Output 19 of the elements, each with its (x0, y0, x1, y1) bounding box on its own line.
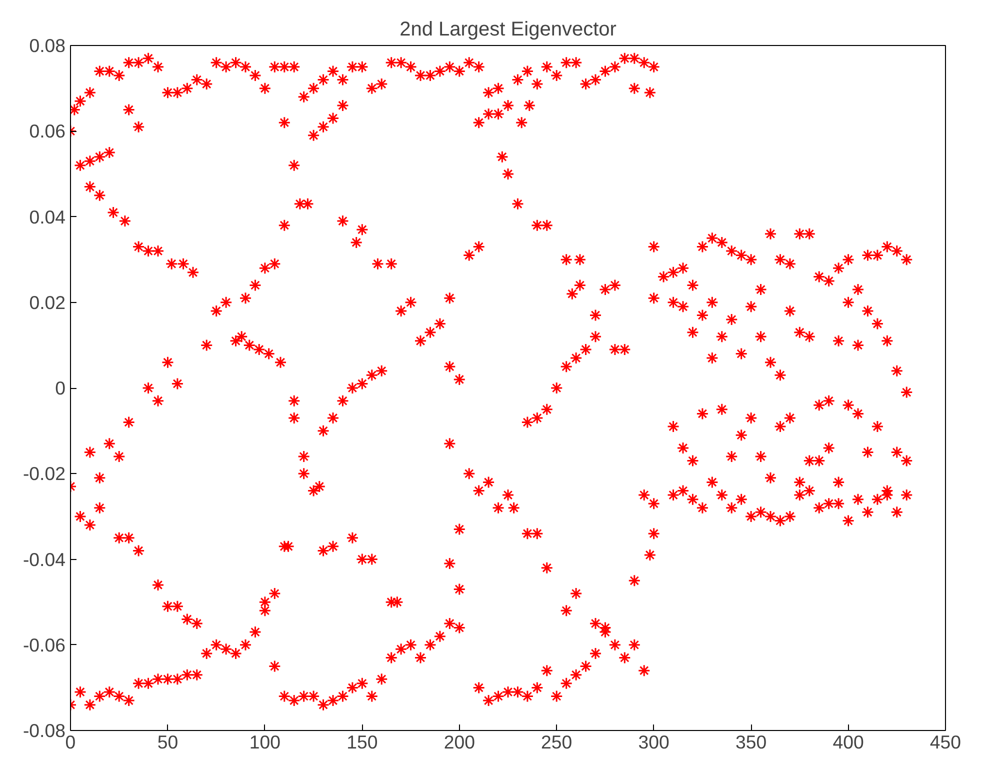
y-tick-label: 0.08 (29, 35, 66, 56)
x-tick-label: 50 (157, 732, 178, 752)
y-tick-label: -0.02 (22, 463, 66, 484)
x-tick-label: 350 (735, 732, 767, 752)
y-tick-label: 0.06 (29, 120, 66, 142)
x-tick-label: 300 (638, 732, 670, 752)
x-tick-label: 250 (541, 732, 572, 752)
y-tick-label: 0.02 (29, 292, 66, 313)
y-tick-label: -0.06 (22, 634, 66, 656)
x-tick-label: 100 (249, 732, 281, 752)
y-tick-label: 0 (55, 378, 66, 398)
y-tick-label: 0.04 (29, 206, 66, 228)
y-tick-label: -0.08 (22, 720, 66, 741)
x-tick-label: 150 (346, 732, 378, 752)
x-tick-label: 400 (832, 732, 864, 752)
x-tick-label: 450 (930, 732, 962, 752)
chart-title: 2nd Largest Eigenvector (400, 18, 617, 40)
y-tick-label: -0.04 (22, 548, 66, 570)
x-tick-label: 200 (444, 732, 475, 752)
